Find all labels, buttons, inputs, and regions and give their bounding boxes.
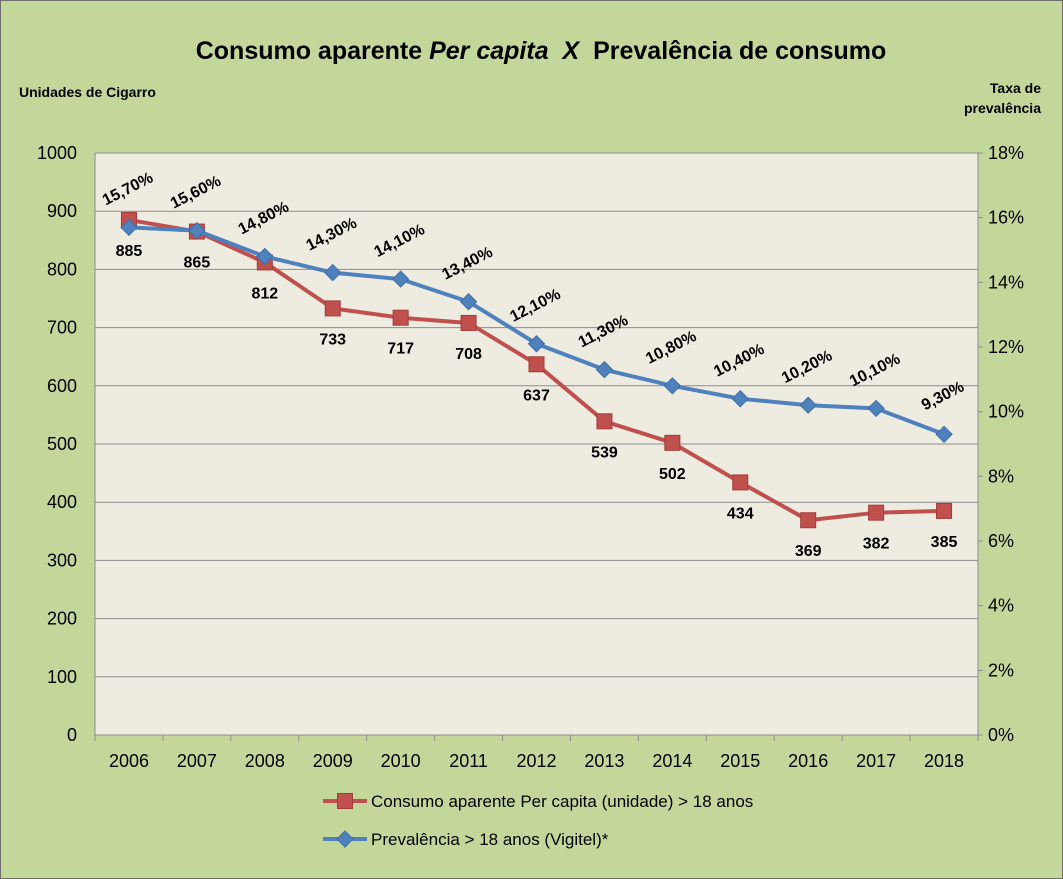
x-tick-label: 2009: [313, 751, 353, 771]
chart-title-part-3: X: [549, 37, 593, 65]
y-right-tick-label: 6%: [988, 531, 1014, 551]
series-1-data-label: 369: [795, 543, 822, 560]
series-1-data-label: 434: [727, 505, 754, 522]
x-tick-label: 2012: [516, 751, 556, 771]
series-1-point: [664, 434, 681, 451]
x-tick-label: 2011: [449, 751, 488, 771]
series-2-point: [935, 425, 953, 444]
y-right-tick-label: 14%: [988, 272, 1024, 292]
y-left-tick-label: 600: [47, 376, 77, 396]
x-tick-label: 2008: [245, 751, 285, 771]
series-2-point: [527, 335, 546, 353]
legend: Consumo aparente Per capita (unidade) > …: [323, 792, 753, 849]
chart-title: Consumo aparente Per capita X Prevalênci…: [196, 37, 887, 65]
series-1-data-label: 382: [863, 536, 890, 553]
series-1-data-label: 865: [184, 255, 211, 272]
series-2-point: [595, 360, 614, 379]
plot-layer: 0 100 200 300 400 500 600 700 800 900 1000 0% 2% 4% 6%…: [37, 143, 1024, 771]
chart-title-part-1: Consumo aparente: [196, 37, 429, 65]
legend-label-2: Prevalência > 18 anos (Vigitel)*: [371, 830, 609, 849]
series-2-point: [256, 247, 274, 266]
x-tick-label: 2014: [652, 751, 692, 771]
y-right-tick-label: 8%: [988, 466, 1014, 486]
series-1-data-label: 733: [319, 331, 346, 348]
series-1-point: [596, 413, 613, 430]
legend-label-1: Consumo aparente Per capita (unidade) > …: [371, 792, 753, 811]
y-right-tick-label: 4%: [988, 596, 1014, 616]
series-2-point: [391, 270, 410, 288]
series-1-data-label: 812: [251, 285, 278, 302]
x-tick-label: 2016: [788, 751, 828, 771]
y-right-tick-label: 0%: [988, 725, 1014, 745]
series-2-point: [799, 396, 817, 414]
series-1-point: [800, 512, 817, 529]
series-1-point: [460, 314, 477, 331]
y-right-tick-label: 12%: [988, 337, 1024, 357]
series-1-data-label: 708: [455, 346, 482, 363]
series-2-point: [459, 293, 478, 311]
series-2-point: [324, 263, 342, 282]
series-1-point: [528, 356, 545, 373]
series-1-data-label: 502: [659, 466, 686, 483]
x-tick-label: 2018: [924, 751, 964, 771]
series-2-point: [731, 390, 749, 408]
series-1-data-label: 717: [387, 341, 414, 358]
y-right-axis-title-line-1: Taxa de: [990, 80, 1041, 96]
series-2-point: [663, 377, 682, 395]
legend-marker-1: [337, 793, 353, 809]
x-tick-label: 2013: [584, 751, 624, 771]
series-1-point: [324, 300, 341, 317]
y-right-axis-title-line-2: prevalência: [964, 100, 1041, 116]
series-1-point: [868, 504, 885, 521]
y-left-tick-label: 400: [47, 492, 77, 512]
series-2-point: [867, 399, 885, 418]
y-left-tick-label: 100: [47, 667, 77, 687]
x-tick-label: 2015: [720, 751, 760, 771]
legend-marker-2: [336, 830, 354, 848]
chart-title-part-2: Per capita: [429, 37, 549, 65]
series-1-data-label: 885: [116, 243, 143, 260]
y-left-tick-label: 900: [47, 201, 77, 221]
series-2-point: [188, 221, 206, 240]
series-1-point: [392, 309, 409, 326]
y-left-tick-label: 0: [67, 725, 77, 745]
y-left-tick-label: 500: [47, 434, 77, 454]
y-left-tick-label: 800: [47, 259, 77, 279]
x-tick-label: 2010: [381, 751, 421, 771]
y-left-tick-label: 700: [47, 318, 77, 338]
y-left-tick-label: 300: [47, 550, 77, 570]
y-right-tick-label: 16%: [988, 208, 1024, 228]
x-tick-label: 2006: [109, 751, 149, 771]
x-tick-label: 2007: [177, 751, 217, 771]
y-left-tick-label: 1000: [37, 143, 77, 163]
chart-title-part-4: Prevalência de consumo: [593, 37, 886, 65]
y-right-tick-label: 18%: [988, 143, 1024, 163]
series-1-data-label: 385: [931, 534, 958, 551]
series-1-point: [936, 502, 953, 519]
y-right-tick-label: 10%: [988, 402, 1024, 422]
y-left-axis-title: Unidades de Cigarro: [19, 84, 156, 100]
y-left-tick-label: 200: [47, 609, 77, 629]
series-2-point: [120, 218, 138, 237]
y-right-tick-label: 2%: [988, 660, 1014, 680]
x-tick-label: 2017: [856, 751, 896, 771]
series-1-data-label: 637: [523, 387, 550, 404]
series-1-data-label: 539: [591, 444, 618, 461]
series-1-point: [732, 474, 749, 491]
